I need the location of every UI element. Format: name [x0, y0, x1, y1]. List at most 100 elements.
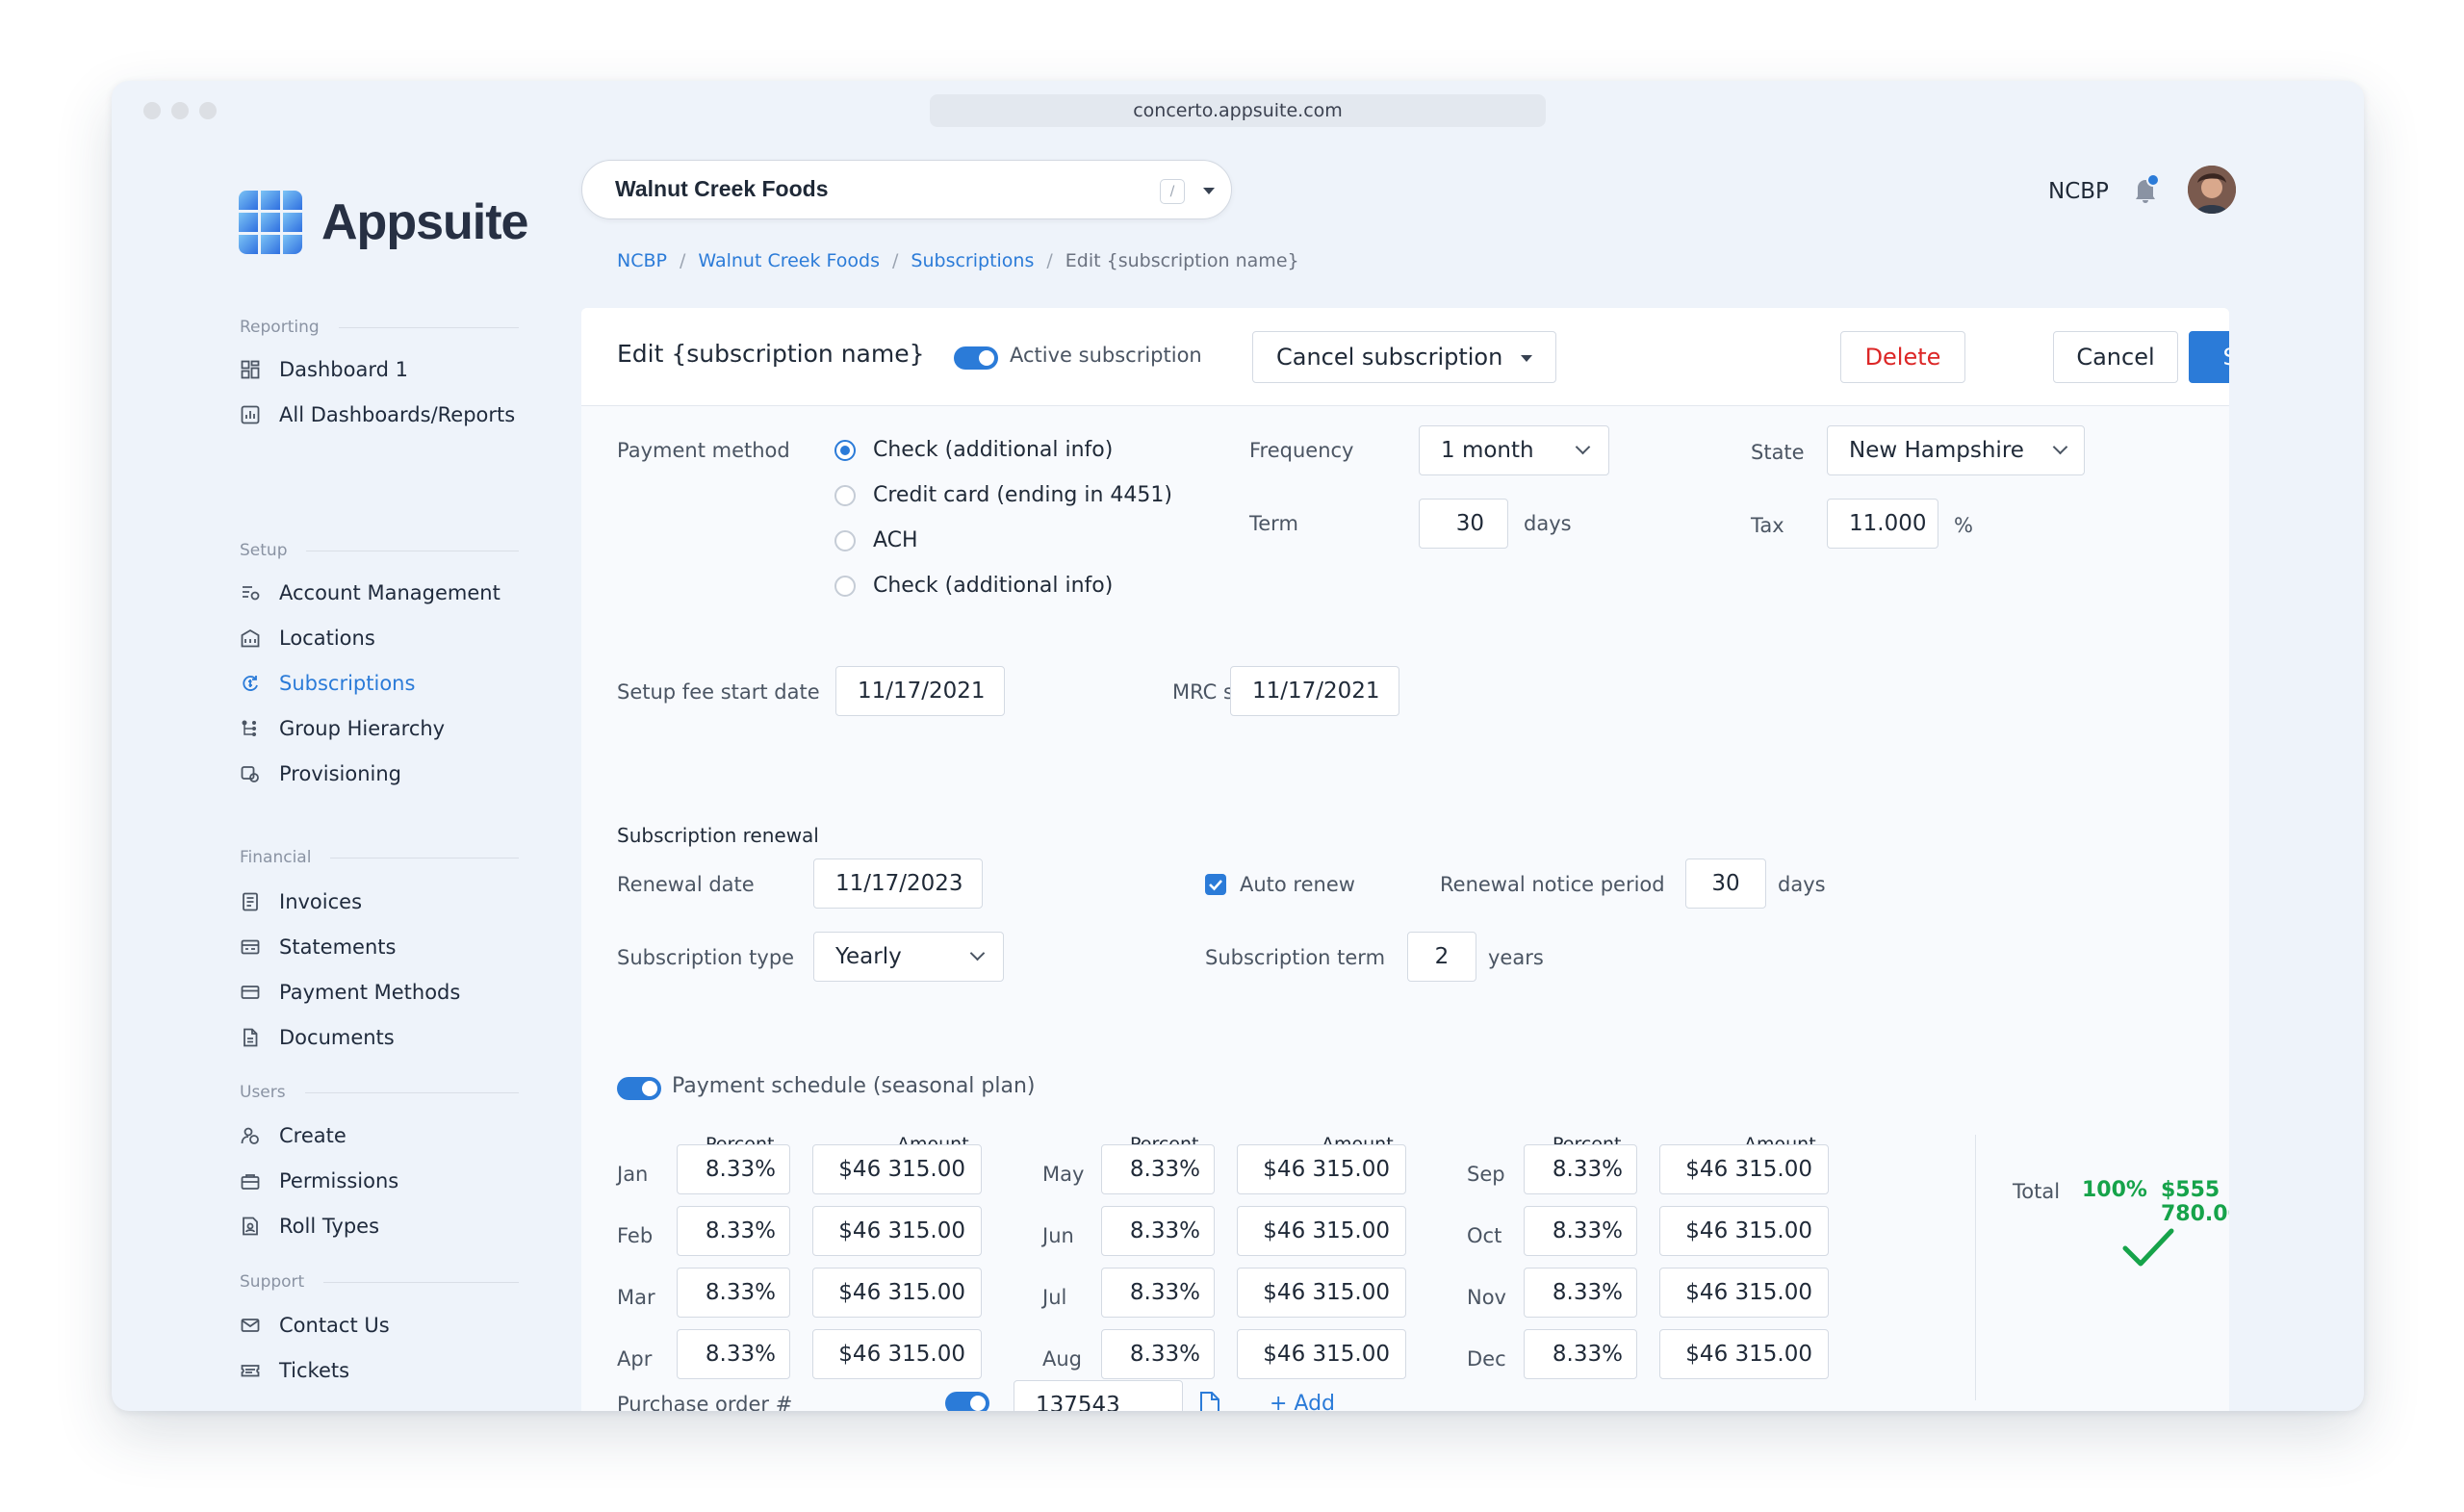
month-amount-input-11[interactable]: $46 315.00 [1659, 1329, 1829, 1379]
month-label-11: Dec [1467, 1347, 1506, 1371]
month-percent-input-9[interactable]: 8.33% [1524, 1206, 1637, 1256]
month-percent-input-7[interactable]: 8.33% [1101, 1329, 1215, 1379]
sidebar-item-subscriptions[interactable]: Subscriptions [240, 668, 415, 699]
subscription-type-select[interactable]: Yearly [813, 932, 1004, 982]
month-amount-input-2[interactable]: $46 315.00 [812, 1268, 982, 1318]
month-amount-input-6[interactable]: $46 315.00 [1237, 1268, 1406, 1318]
sidebar-item-locations[interactable]: Locations [240, 623, 375, 653]
sidebar-item-statements[interactable]: Statements [240, 932, 396, 962]
role-icon [240, 1216, 261, 1237]
month-amount-input-7[interactable]: $46 315.00 [1237, 1329, 1406, 1379]
month-percent-input-5[interactable]: 8.33% [1101, 1206, 1215, 1256]
month-percent-input-10[interactable]: 8.33% [1524, 1268, 1637, 1318]
total-label: Total [2013, 1180, 2061, 1203]
maximize-window-dot[interactable] [199, 102, 217, 119]
month-percent-input-2[interactable]: 8.33% [677, 1268, 790, 1318]
state-select[interactable]: New Hampshire [1827, 425, 2085, 475]
sidebar-item-documents[interactable]: Documents [240, 1022, 395, 1053]
setup-fee-start-date-input[interactable]: 11/17/2021 [835, 666, 1005, 716]
tax-input[interactable]: 11.000 [1827, 499, 1938, 549]
sidebar-item-create[interactable]: Create [240, 1120, 346, 1151]
close-window-dot[interactable] [143, 102, 161, 119]
sidebar-item-account-management[interactable]: Account Management [240, 577, 500, 608]
save-button[interactable]: Save [2189, 331, 2229, 383]
breadcrumb-subscriptions[interactable]: Subscriptions [911, 250, 1035, 271]
auto-renew-checkbox[interactable] [1205, 874, 1226, 895]
month-percent-input-0[interactable]: 8.33% [677, 1144, 790, 1194]
term-input[interactable]: 30 [1419, 499, 1508, 549]
state-label: State [1751, 441, 1805, 464]
purchase-order-toggle[interactable] [945, 1392, 989, 1411]
mrc-start-date-input[interactable]: 11/17/2021 [1230, 666, 1399, 716]
permissions-icon [240, 1170, 261, 1192]
payment-option-radio-3[interactable] [834, 576, 856, 597]
month-amount-input-9[interactable]: $46 315.00 [1659, 1206, 1829, 1256]
payment-option-radio-1[interactable] [834, 485, 856, 506]
chevron-down-icon [2052, 439, 2068, 455]
month-amount-input-1[interactable]: $46 315.00 [812, 1206, 982, 1256]
delete-button[interactable]: Delete [1840, 331, 1965, 383]
month-percent-input-3[interactable]: 8.33% [677, 1329, 790, 1379]
payment-option-radio-2[interactable] [834, 530, 856, 551]
payment-schedule-toggle[interactable] [617, 1077, 661, 1100]
minimize-window-dot[interactable] [171, 102, 189, 119]
month-amount-input-4[interactable]: $46 315.00 [1237, 1144, 1406, 1194]
breadcrumb-separator: / [679, 250, 686, 271]
active-subscription-label: Active subscription [1010, 344, 1202, 367]
month-percent-input-8[interactable]: 8.33% [1524, 1144, 1637, 1194]
active-subscription-toggle[interactable] [954, 346, 998, 370]
cancel-subscription-dropdown[interactable]: Cancel subscription [1252, 331, 1556, 383]
app-logo[interactable]: Appsuite [239, 191, 528, 254]
add-purchase-order-link[interactable]: + Add [1270, 1392, 1336, 1411]
subscription-type-label: Subscription type [617, 946, 795, 969]
frequency-select[interactable]: 1 month [1419, 425, 1609, 475]
sidebar-item-permissions[interactable]: Permissions [240, 1166, 398, 1196]
sidebar-item-invoices[interactable]: Invoices [240, 886, 362, 917]
tax-label: Tax [1751, 514, 1784, 537]
user-add-icon [240, 1125, 261, 1146]
document-icon[interactable] [1199, 1392, 1220, 1411]
user-avatar[interactable] [2188, 166, 2236, 214]
auto-renew-label: Auto renew [1240, 873, 1355, 896]
breadcrumb-company[interactable]: Walnut Creek Foods [698, 250, 880, 271]
month-label-7: Aug [1042, 1347, 1083, 1371]
company-selector[interactable]: Walnut Creek Foods / [581, 160, 1232, 219]
sidebar-item-group-hierarchy[interactable]: Group Hierarchy [240, 713, 445, 744]
sidebar-item-provisioning[interactable]: Provisioning [240, 758, 401, 789]
payment-option-radio-0[interactable] [834, 440, 856, 461]
sidebar-item-payment-methods[interactable]: Payment Methods [240, 977, 460, 1008]
sidebar-item-all-dashboards[interactable]: All Dashboards/Reports [240, 399, 515, 430]
address-bar[interactable]: concerto.appsuite.com [930, 94, 1546, 127]
sidebar-item-contact-us[interactable]: Contact Us [240, 1310, 390, 1341]
mail-icon [240, 1315, 261, 1336]
purchase-order-input[interactable]: 137543 [1014, 1380, 1183, 1411]
month-amount-input-8[interactable]: $46 315.00 [1659, 1144, 1829, 1194]
month-amount-input-5[interactable]: $46 315.00 [1237, 1206, 1406, 1256]
month-percent-input-4[interactable]: 8.33% [1101, 1144, 1215, 1194]
month-percent-input-6[interactable]: 8.33% [1101, 1268, 1215, 1318]
total-amount: $555 780.00 [2161, 1178, 2229, 1226]
sidebar-item-roll-types[interactable]: Roll Types [240, 1211, 379, 1242]
month-percent-input-1[interactable]: 8.33% [677, 1206, 790, 1256]
notification-bell-icon[interactable] [2129, 173, 2162, 206]
setup-fee-start-date-label: Setup fee start date [617, 680, 820, 704]
month-amount-input-10[interactable]: $46 315.00 [1659, 1268, 1829, 1318]
renewal-date-label: Renewal date [617, 873, 755, 896]
sidebar-section-setup: Setup [240, 541, 519, 560]
subscription-term-input[interactable]: 2 [1407, 932, 1476, 982]
payment-schedule-label: Payment schedule (seasonal plan) [672, 1074, 1036, 1098]
month-amount-input-0[interactable]: $46 315.00 [812, 1144, 982, 1194]
month-percent-input-11[interactable]: 8.33% [1524, 1329, 1637, 1379]
renewal-date-input[interactable]: 11/17/2023 [813, 859, 983, 909]
building-icon [240, 628, 261, 649]
month-label-2: Mar [617, 1286, 655, 1309]
ticket-icon [240, 1360, 261, 1381]
cancel-button[interactable]: Cancel [2053, 331, 2178, 383]
total-percent: 100% [2082, 1178, 2147, 1202]
breadcrumb-ncbp[interactable]: NCBP [617, 250, 667, 271]
sidebar-item-dashboard-1[interactable]: Dashboard 1 [240, 354, 408, 385]
month-amount-input-3[interactable]: $46 315.00 [812, 1329, 982, 1379]
breadcrumb-separator: / [892, 250, 899, 271]
sidebar-item-tickets[interactable]: Tickets [240, 1355, 349, 1386]
renewal-notice-period-input[interactable]: 30 [1685, 859, 1766, 909]
